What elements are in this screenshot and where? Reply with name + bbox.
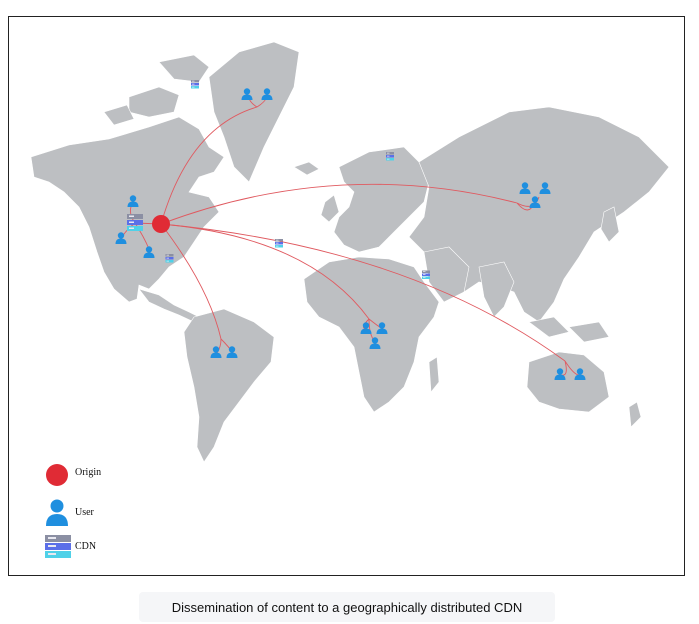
link-asia [160,183,518,225]
cdn-server-icon [45,535,71,558]
uk-landmass [320,194,340,223]
sea-islands [528,316,570,338]
iceland-landmass [293,161,320,176]
legend-cdn-label: CDN [75,541,97,552]
legend-user: User [45,499,94,527]
arctic-islands [128,86,180,118]
cdn-server-north-america [127,214,143,231]
origin-node-icon [46,464,68,486]
world-map [30,41,670,463]
figure-caption: Dissemination of content to a geographic… [139,592,555,622]
cdn-server-africa [275,239,283,248]
link-africa [160,223,370,320]
japan-landmass [600,206,620,243]
cdn-server-asia [386,152,394,161]
link-greenland [160,106,258,225]
origin-node-icon [152,215,170,233]
legend-origin-label: Origin [75,467,102,478]
cdn-server-australia [422,270,430,279]
new-zealand-landmass [628,401,642,428]
link-south-america [160,223,222,340]
africa-landmass [303,256,440,413]
user-icon [46,499,68,526]
cdn-server-south-america [165,254,174,263]
link-australia [160,223,566,362]
india-landmass [478,261,515,318]
continents [30,41,670,463]
australia-landmass [526,351,610,413]
cdn-server-greenland [191,80,199,89]
diagram-frame: Origin User CDN [8,16,685,576]
legend-cdn: CDN [45,535,96,559]
legend-user-label: User [75,507,94,518]
legend-origin: Origin [45,463,101,487]
greenland-landmass [208,41,300,183]
europe-landmass [333,146,430,253]
south-america-landmass [183,308,275,463]
madagascar-landmass [428,356,440,393]
central-america-landmass [138,288,200,323]
